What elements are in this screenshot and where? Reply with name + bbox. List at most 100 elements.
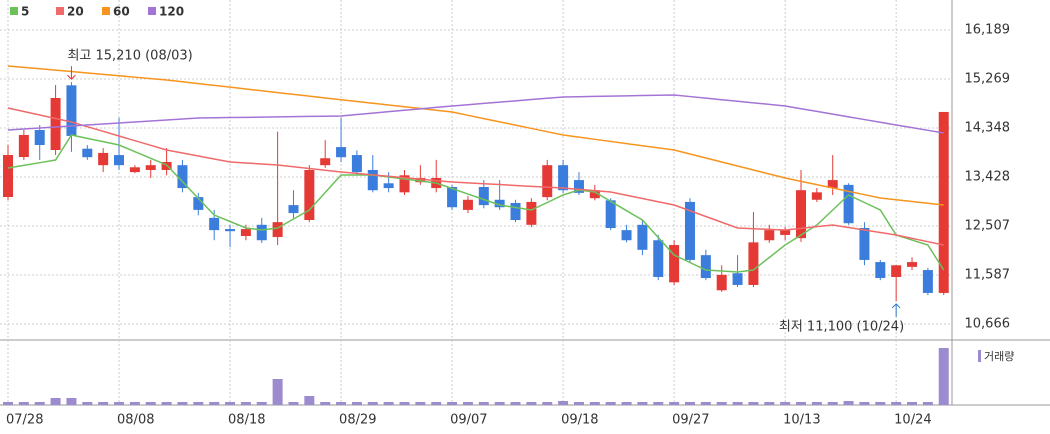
candle-body xyxy=(764,230,775,241)
candle-body xyxy=(811,192,822,200)
candle-body xyxy=(18,134,29,158)
volume-bar xyxy=(304,396,315,405)
annotation-arrow xyxy=(67,66,76,80)
volume-bar xyxy=(98,402,109,405)
y-tick-label: 16,189 xyxy=(965,23,1011,38)
y-tick-label: 10,666 xyxy=(965,317,1011,332)
volume-bar xyxy=(891,402,902,405)
volume-bar xyxy=(764,402,775,405)
volume-bar xyxy=(415,402,426,405)
legend-label: 20 xyxy=(67,5,84,19)
y-tick-label: 15,269 xyxy=(965,71,1011,86)
candle-body xyxy=(637,224,648,250)
x-tick-label: 08/18 xyxy=(228,413,265,428)
legend-label: 거래량 xyxy=(984,350,1014,363)
volume-bar xyxy=(811,402,822,405)
volume-bar xyxy=(780,402,791,405)
volume-bar xyxy=(494,402,505,405)
legend-swatch xyxy=(102,7,110,15)
candle-body xyxy=(304,169,315,221)
candle-body xyxy=(922,270,933,293)
volume-bar xyxy=(3,402,13,405)
volume-bar xyxy=(589,402,600,405)
candle-body xyxy=(716,274,727,291)
candle-body xyxy=(589,190,600,199)
candle-body xyxy=(367,169,378,191)
volume-bar xyxy=(510,402,521,405)
y-tick-label: 13,428 xyxy=(965,170,1011,185)
candle-body xyxy=(796,190,806,239)
candle-body xyxy=(875,262,886,279)
candle-body xyxy=(288,205,299,214)
candle-body xyxy=(320,158,331,166)
volume-bar xyxy=(399,402,410,405)
candle-body xyxy=(938,111,949,293)
candle-body xyxy=(272,222,283,238)
candle-body xyxy=(383,183,394,189)
volume-bar xyxy=(129,402,140,405)
candle-body xyxy=(907,262,918,267)
candle-body xyxy=(351,155,362,173)
candle-body xyxy=(859,227,870,260)
volume-bar xyxy=(716,402,727,405)
x-tick-label: 07/28 xyxy=(6,413,43,428)
candle-body xyxy=(558,165,569,191)
volume-bar xyxy=(209,402,220,405)
candle-body xyxy=(542,165,553,198)
volume-bar xyxy=(161,402,172,405)
volume-bar xyxy=(367,402,378,405)
volume-bar xyxy=(526,402,537,405)
candle-body xyxy=(494,199,505,208)
legend-label: 60 xyxy=(113,5,130,19)
volume-bar xyxy=(256,402,267,405)
legend-swatch xyxy=(978,350,981,362)
x-tick-label: 08/08 xyxy=(117,413,154,428)
volume-bar xyxy=(177,402,188,405)
candle-body xyxy=(3,155,13,198)
volume-bar xyxy=(621,402,632,405)
candle-body xyxy=(748,242,759,285)
volume-bar xyxy=(732,402,743,405)
ma-line xyxy=(7,65,944,206)
legend-swatch xyxy=(10,7,18,15)
volume-bar xyxy=(351,402,362,405)
volume-bar xyxy=(431,402,442,405)
volume-bar xyxy=(843,401,854,405)
volume-bar xyxy=(748,402,759,405)
candle-body xyxy=(336,147,347,158)
candle-body xyxy=(145,165,156,170)
x-tick-label: 10/13 xyxy=(783,413,820,428)
volume-bar xyxy=(272,379,283,405)
volume-bar xyxy=(542,402,553,405)
legend-label: 5 xyxy=(21,5,29,19)
legend-swatch xyxy=(56,7,64,15)
candle-body xyxy=(621,230,632,241)
candle-body xyxy=(605,200,616,228)
candle-body xyxy=(827,180,838,189)
candle-body xyxy=(891,265,902,277)
candle-body xyxy=(82,148,93,158)
volume-bar xyxy=(938,348,949,405)
annotation: 최저 11,100 (10/24) xyxy=(779,319,904,334)
ma-line xyxy=(7,107,944,246)
volume-bar xyxy=(796,402,806,405)
candle-body xyxy=(256,224,267,241)
volume-bar xyxy=(66,398,77,405)
ma-line xyxy=(7,94,944,134)
x-tick-label: 09/18 xyxy=(561,413,598,428)
candle-body xyxy=(177,165,188,189)
candle-body xyxy=(462,199,473,210)
candle-body xyxy=(114,155,125,166)
volume-bar xyxy=(875,402,886,405)
volume-bar xyxy=(558,401,569,405)
volume-bar xyxy=(637,402,648,405)
candle-body xyxy=(573,180,584,193)
ma-line xyxy=(7,134,945,273)
candle-body xyxy=(700,255,711,279)
x-tick-label: 09/27 xyxy=(672,413,709,428)
volume-bar xyxy=(114,402,125,405)
volume-bar xyxy=(827,402,838,405)
candle-body xyxy=(684,201,695,260)
